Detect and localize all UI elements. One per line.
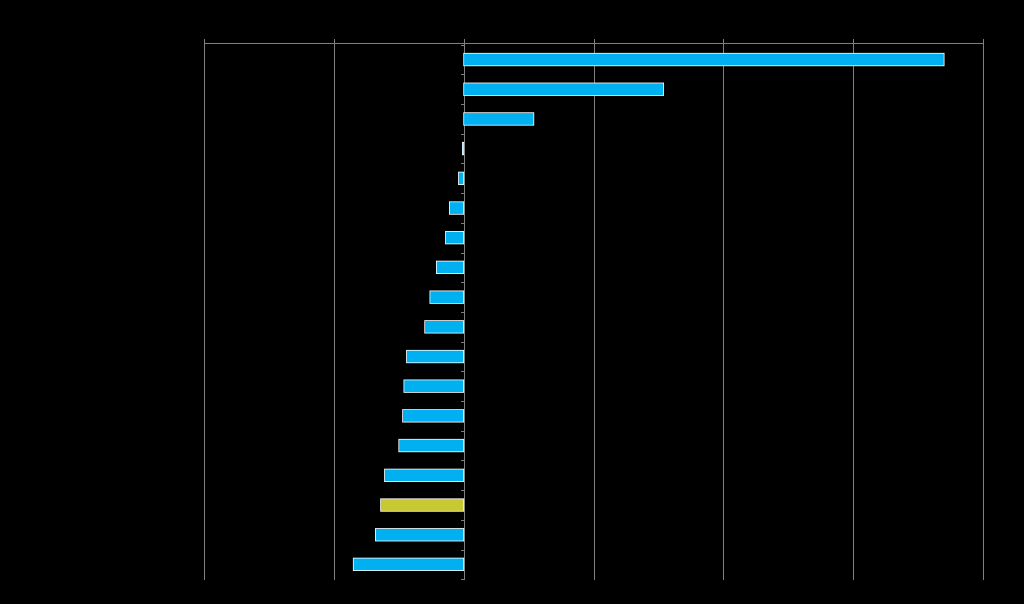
bar-7 xyxy=(435,260,465,275)
bar-6 xyxy=(445,230,465,245)
bar-2 xyxy=(463,112,535,126)
bar-14 xyxy=(384,468,465,483)
bar-highlighted-15 xyxy=(380,498,465,512)
bar-4 xyxy=(458,171,465,186)
bar-16 xyxy=(374,528,465,542)
bar-11 xyxy=(403,379,464,393)
bar-9 xyxy=(424,320,465,334)
bar-1 xyxy=(463,82,665,96)
bar-17 xyxy=(352,557,465,571)
bar-8 xyxy=(429,290,465,304)
bars xyxy=(352,52,945,571)
gridlines xyxy=(204,39,984,580)
bar-12 xyxy=(402,409,465,423)
bar-0 xyxy=(463,52,945,67)
category-axis xyxy=(461,43,465,580)
bar-10 xyxy=(406,349,464,364)
bar-5 xyxy=(448,201,465,215)
bar-3 xyxy=(461,141,465,156)
bar-13 xyxy=(398,438,465,453)
